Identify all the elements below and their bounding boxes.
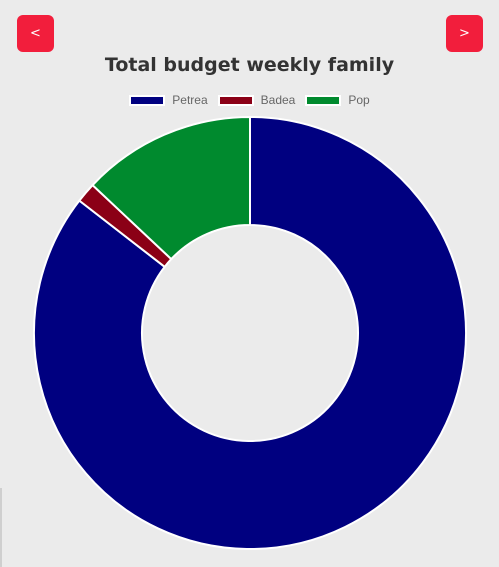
slice-pop[interactable] <box>91 115 251 261</box>
panel-edge <box>0 488 2 567</box>
legend-swatch-pop <box>305 94 342 106</box>
legend-swatch-badea <box>217 94 254 106</box>
legend-label-pop: Pop <box>348 93 370 107</box>
legend-label-badea: Badea <box>260 93 296 107</box>
legend-item-petrea[interactable]: Petrea <box>129 93 208 107</box>
legend-swatch-petrea <box>129 94 166 106</box>
previous-chart-button[interactable]: < <box>17 15 54 52</box>
chart-title: Total budget weekly family <box>104 54 395 76</box>
legend-label-petrea: Petrea <box>172 93 208 107</box>
next-chart-button[interactable]: > <box>446 15 483 52</box>
legend-item-pop[interactable]: Pop <box>305 93 370 107</box>
legend-item-badea[interactable]: Badea <box>217 93 296 107</box>
slice-petrea[interactable] <box>33 115 467 550</box>
chart-legend: Petrea Badea Pop <box>0 93 499 107</box>
